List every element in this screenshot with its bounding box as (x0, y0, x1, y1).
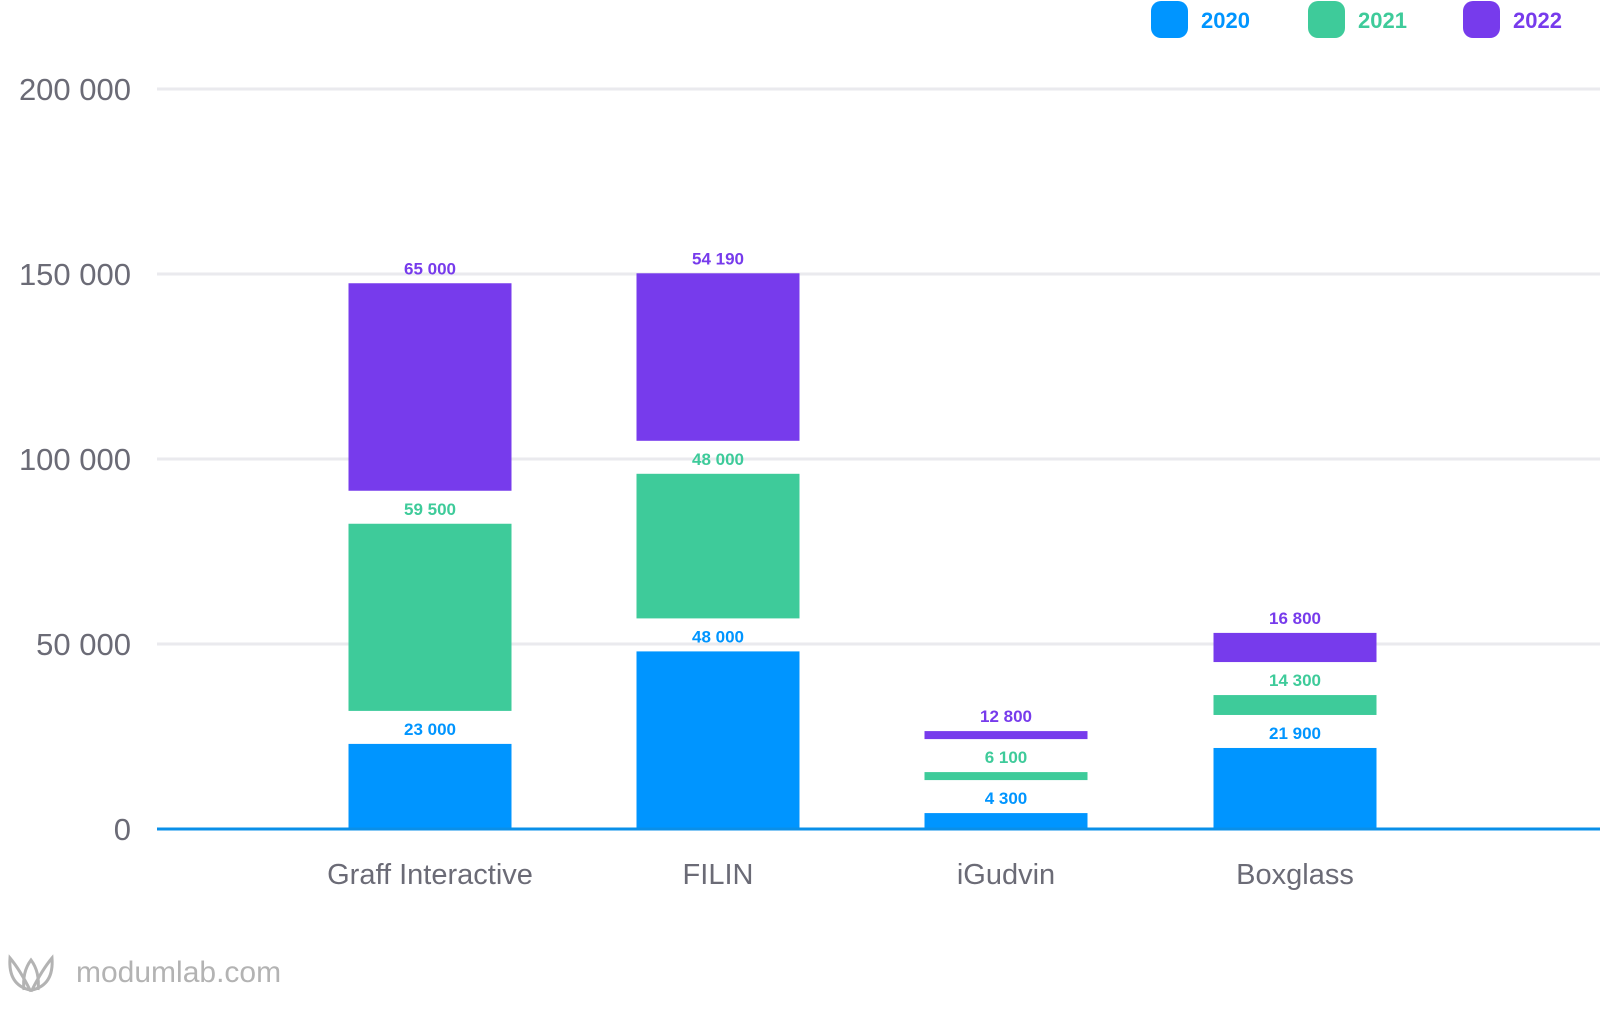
x-tick-label: Boxglass (1236, 859, 1354, 891)
legend-label: 2021 (1358, 8, 1407, 33)
bar-segment-2020 (924, 813, 1088, 829)
data-label: 6 100 (985, 748, 1028, 767)
bar-segment-2022 (1213, 632, 1377, 663)
data-label: 23 000 (404, 720, 456, 739)
legend-swatch-2020 (1151, 1, 1188, 38)
bar-segment-2022 (924, 731, 1088, 740)
data-label: 54 190 (692, 249, 744, 268)
bar-segment-2020 (348, 743, 512, 829)
data-label: 48 000 (692, 450, 744, 469)
watermark-text: modumlab.com (76, 956, 281, 989)
watermark: modumlab.com (8, 954, 281, 993)
bar-segment-2021 (924, 772, 1088, 781)
y-tick-label: 150 000 (19, 257, 131, 292)
y-tick-label: 100 000 (19, 442, 131, 477)
data-label: 21 900 (1269, 724, 1321, 743)
y-tick-label: 200 000 (19, 72, 131, 107)
x-tick-label: iGudvin (957, 859, 1055, 891)
bar-segment-2021 (1213, 695, 1377, 715)
data-label: 48 000 (692, 627, 744, 646)
leaf-logo-icon (8, 954, 54, 993)
x-tick-label: FILIN (683, 859, 754, 891)
data-label: 4 300 (985, 789, 1028, 808)
data-label: 65 000 (404, 259, 456, 278)
legend-swatch-2021 (1308, 1, 1345, 38)
data-label: 12 800 (980, 707, 1032, 726)
legend-swatch-2022 (1463, 1, 1500, 38)
bar-segment-2022 (636, 273, 800, 441)
bar-segment-2020 (1213, 747, 1377, 829)
bar-segment-2020 (636, 651, 800, 829)
bar-segment-2021 (348, 523, 512, 711)
data-label: 59 500 (404, 500, 456, 519)
x-tick-label: Graff Interactive (327, 859, 533, 891)
data-label: 14 300 (1269, 671, 1321, 690)
legend-label: 2022 (1513, 8, 1562, 33)
bar-segment-2021 (636, 473, 800, 619)
data-label: 16 800 (1269, 609, 1321, 628)
y-tick-label: 50 000 (36, 627, 131, 662)
bar-segment-2022 (348, 283, 512, 491)
y-tick-label: 0 (114, 812, 131, 847)
legend-label: 2020 (1201, 8, 1250, 33)
